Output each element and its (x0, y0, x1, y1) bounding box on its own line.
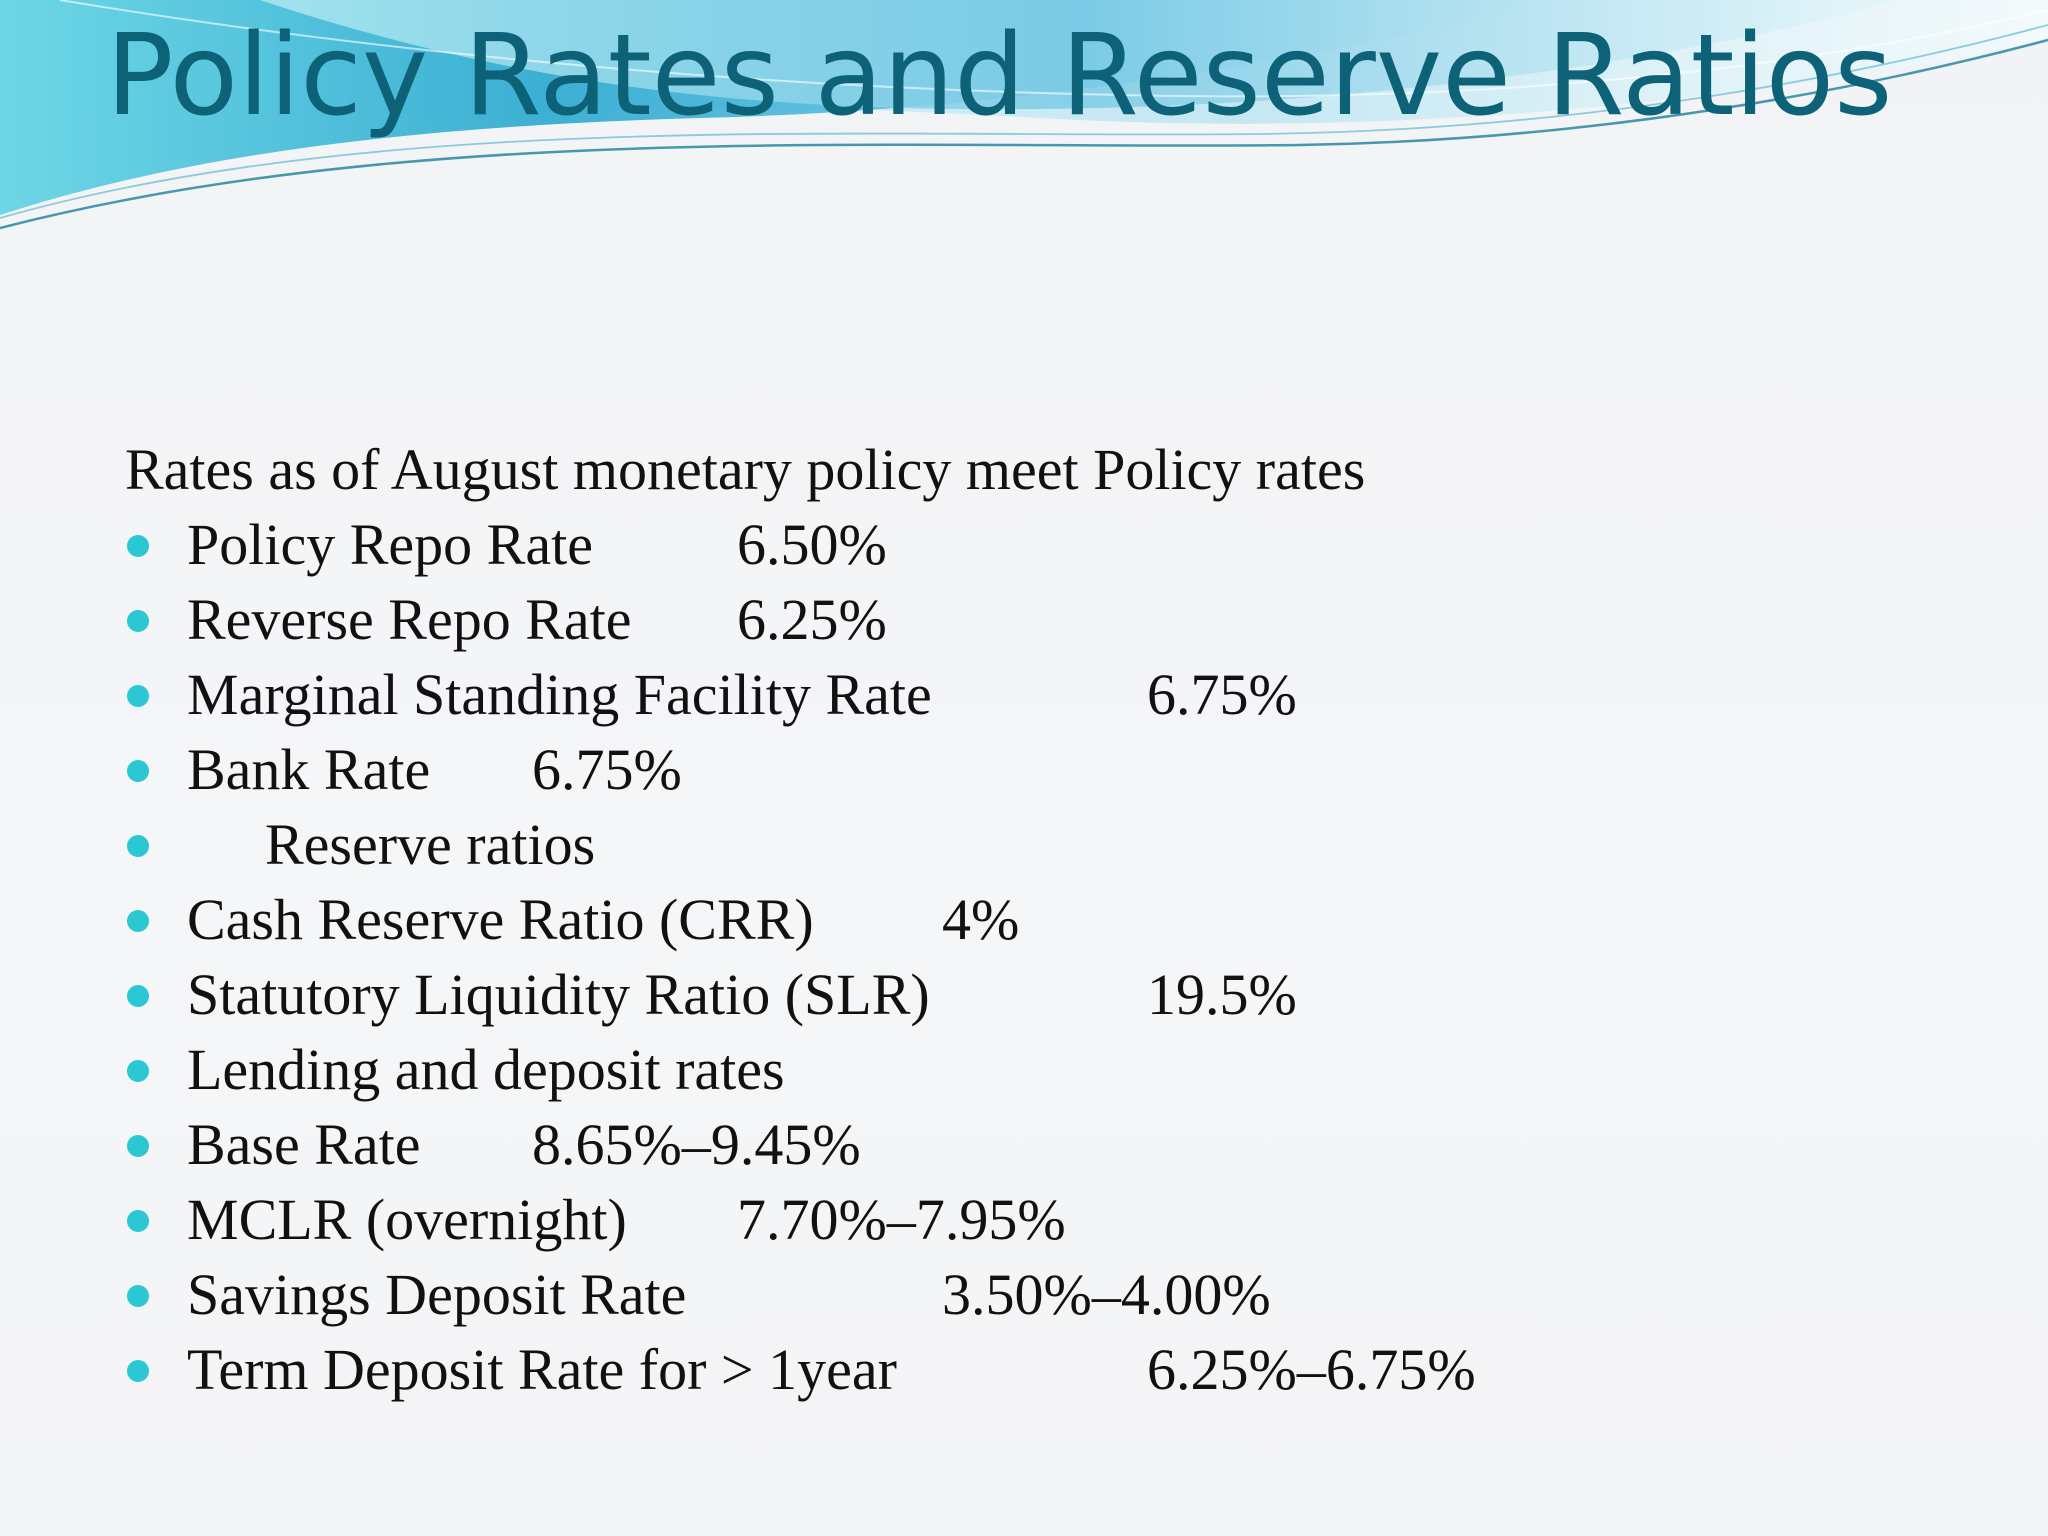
list-item-value: 8.65%–9.45% (532, 1112, 861, 1177)
list-item-label: Cash Reserve Ratio (CRR) (187, 887, 814, 952)
list-item-value: 6.25% (737, 587, 887, 652)
list-item-value: 19.5% (1147, 962, 1297, 1027)
list-item-value: 3.50%–4.00% (942, 1262, 1271, 1327)
bullet-icon (127, 1360, 149, 1382)
bullet-icon (127, 1135, 149, 1157)
list-item-label: Reserve ratios (265, 812, 596, 877)
list-item-label: Base Rate (187, 1112, 421, 1177)
list-item-value: 6.75% (532, 737, 682, 802)
list-item-value: 7.70%–7.95% (737, 1187, 1066, 1252)
bullet-icon (127, 985, 149, 1007)
bullet-icon (127, 1210, 149, 1232)
list-item-label: Marginal Standing Facility Rate (187, 662, 932, 727)
list-item-value: 6.50% (737, 512, 887, 577)
bullet-icon (127, 1285, 149, 1307)
list-item-label: Statutory Liquidity Ratio (SLR) (187, 962, 930, 1027)
list-item-label: Savings Deposit Rate (187, 1262, 687, 1327)
list-item-value: 6.75% (1147, 662, 1297, 727)
list-item-label: Lending and deposit rates (187, 1037, 785, 1102)
list-item-label: MCLR (overnight) (187, 1187, 627, 1252)
bullet-icon (127, 1060, 149, 1082)
bullet-icon (127, 685, 149, 707)
intro-text: Rates as of August monetary policy meet … (125, 437, 1366, 502)
list-item-label: Bank Rate (187, 737, 431, 802)
list-item-label: Term Deposit Rate for > 1year (187, 1337, 897, 1402)
list-item-value: 6.25%–6.75% (1147, 1337, 1476, 1402)
list-item-label: Reverse Repo Rate (187, 587, 632, 652)
list-item-value: 4% (942, 887, 1020, 952)
bullet-icon (127, 535, 149, 557)
bullet-icon (127, 835, 149, 857)
list-item-label: Policy Repo Rate (187, 512, 593, 577)
slide-title: Policy Rates and Reserve Ratios (106, 11, 1893, 141)
bullet-icon (127, 910, 149, 932)
bullet-icon (127, 760, 149, 782)
bullet-icon (127, 610, 149, 632)
header-wave-decoration (0, 0, 2048, 230)
